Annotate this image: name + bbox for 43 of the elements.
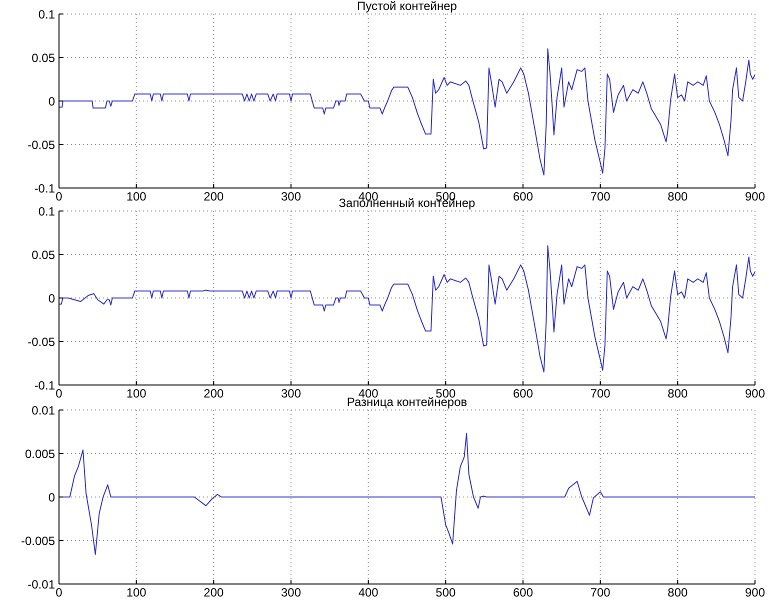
x-tick-label: 300 (280, 586, 302, 600)
x-tick-label: 800 (668, 586, 688, 600)
x-tick-label: 700 (590, 586, 611, 600)
y-tick-label: 0.05 (32, 50, 56, 65)
y-tick-label: -0.01 (28, 577, 56, 592)
x-tick-label: 200 (204, 190, 224, 204)
x-tick-label: 900 (744, 190, 766, 204)
x-tick-label: 200 (204, 586, 224, 600)
x-tick-label: 600 (512, 190, 534, 204)
x-tick-label: 400 (358, 586, 379, 600)
x-tick-label: 100 (126, 190, 147, 204)
y-tick-label: 0.05 (32, 248, 56, 262)
y-tick-label: 0 (48, 490, 56, 504)
x-tick-label: 900 (744, 386, 766, 401)
x-tick-label: 100 (126, 386, 147, 401)
x-tick-label: 300 (280, 190, 302, 204)
x-tick-label: 600 (512, 586, 534, 600)
x-tick-label: 600 (512, 386, 534, 401)
y-tick-label: 0.01 (32, 403, 56, 418)
chart-title: Пустой контейнер (356, 0, 458, 13)
x-tick-label: 500 (436, 386, 456, 401)
x-tick-label: 800 (668, 190, 688, 204)
line-series (59, 48, 755, 176)
x-tick-label: 800 (668, 386, 688, 401)
y-tick-label: -0.1 (34, 378, 56, 392)
y-tick-label: -0.005 (20, 534, 56, 548)
x-tick-label: 700 (590, 386, 611, 401)
x-tick-label: 700 (590, 190, 611, 204)
y-tick-label: 0 (48, 291, 56, 306)
x-tick-label: 500 (436, 586, 456, 600)
y-tick-label: -0.1 (34, 181, 56, 196)
y-tick-label: -0.05 (28, 138, 56, 152)
y-tick-label: -0.05 (28, 334, 56, 349)
x-tick-label: 900 (744, 586, 766, 600)
y-tick-label: 0.005 (24, 446, 56, 461)
y-tick-label: 0.1 (38, 7, 56, 22)
x-tick-label: 400 (358, 386, 379, 401)
x-tick-label: 300 (280, 386, 302, 401)
y-tick-label: 0 (48, 94, 56, 108)
x-tick-label: 100 (126, 586, 147, 600)
y-tick-label: 0.1 (38, 204, 56, 218)
line-series (59, 245, 755, 372)
x-tick-label: 200 (204, 386, 224, 401)
